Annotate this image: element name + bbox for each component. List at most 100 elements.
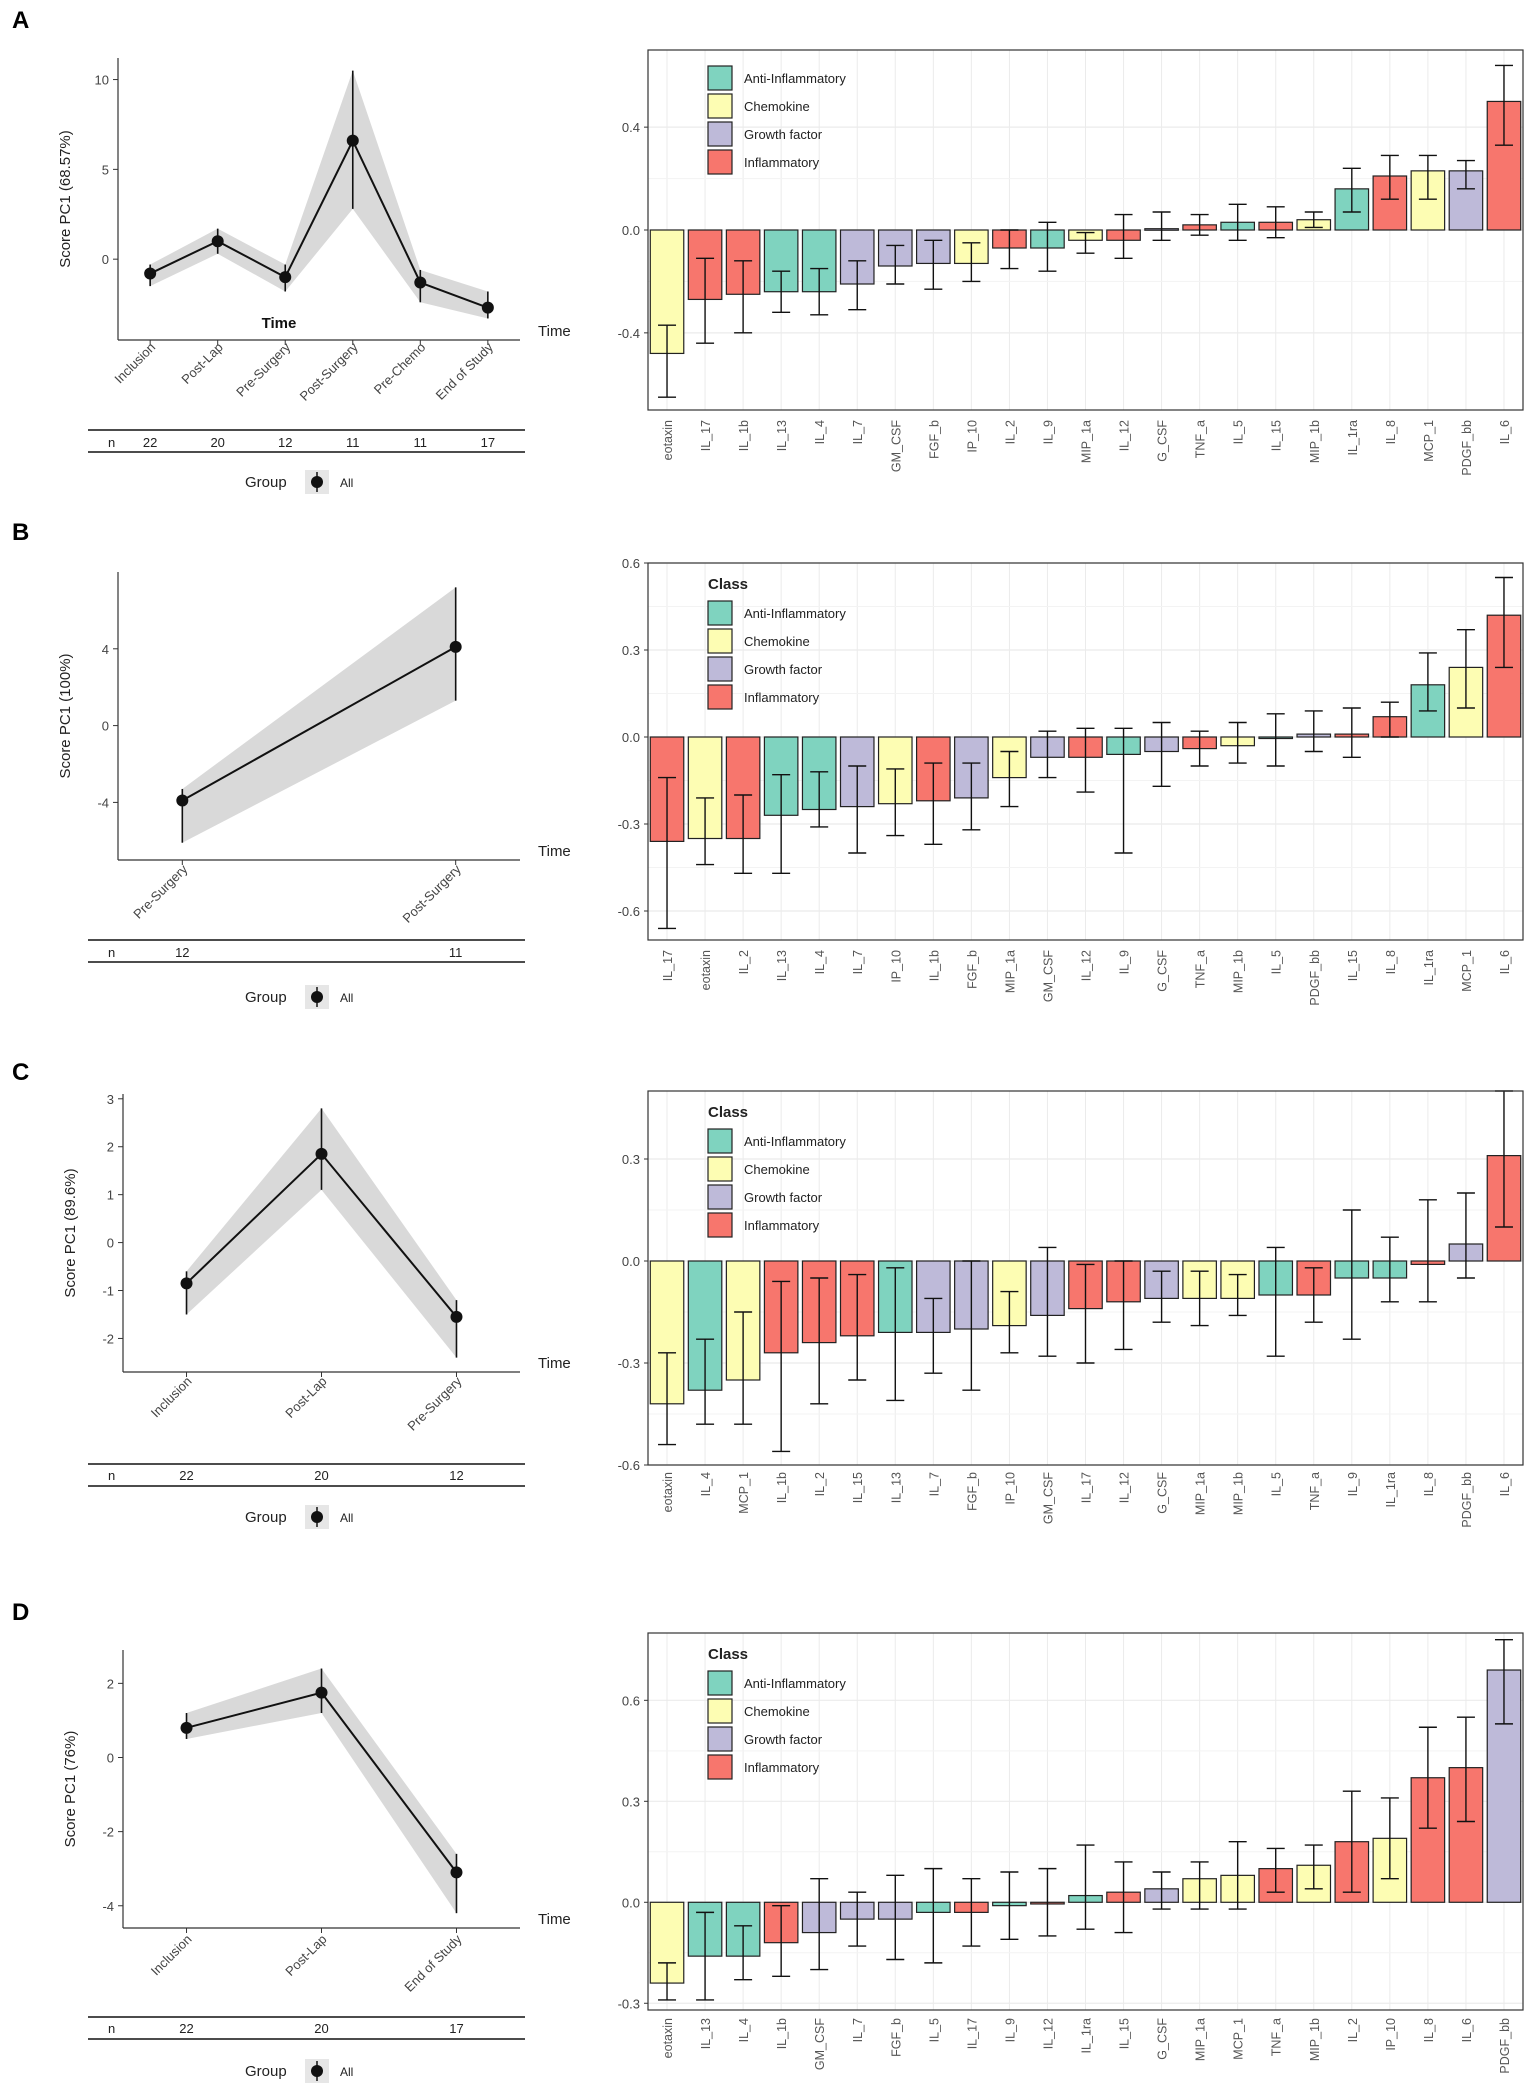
y-tick-label: -0.3 <box>618 1996 640 2011</box>
n-value: 11 <box>346 435 360 450</box>
legend-entry: Growth factor <box>744 127 823 142</box>
n-value: 12 <box>278 435 292 450</box>
x-tick-label: MCP_1 <box>1460 950 1474 992</box>
legend-swatch <box>707 628 733 654</box>
data-point <box>346 134 359 147</box>
group-legend-title: Group <box>245 474 287 491</box>
x-tick-label: Post-Lap <box>178 340 225 387</box>
x-tick-label: IL_5 <box>1270 950 1284 974</box>
group-legend-entry: All <box>340 991 353 1005</box>
x-tick-label: MIP_1a <box>1194 1472 1208 1515</box>
legend-swatch <box>707 1184 733 1210</box>
data-point <box>315 1686 328 1699</box>
data-point <box>180 1721 193 1734</box>
legend-title: Class <box>708 1646 748 1663</box>
y-tick-label: -1 <box>102 1284 114 1299</box>
panel-D: D -4 -2 0 2 Score PC1 (76%) Inclusion Post-Lap E… <box>12 1599 1524 2083</box>
line-chart: -4 -2 0 2 Score PC1 (76%) Inclusion Post-Lap En… <box>62 1650 571 2083</box>
x-tick-label: IL_15 <box>1118 2018 1132 2049</box>
bar-chart: -0.6 -0.3 0.0 0.3 eotaxin IL_4 MCP_1 IL_1b IL_2 I… <box>618 1090 1524 1528</box>
group-legend-entry: All <box>340 1511 353 1525</box>
x-tick-label: IP_10 <box>1003 1472 1017 1505</box>
legend-swatch <box>707 1670 733 1696</box>
bar-chart: -0.4 0.0 0.4 eotaxin IL_17 IL_1b IL_13 IL_4 IL_7… <box>618 49 1524 476</box>
data-point <box>144 267 157 280</box>
legend-swatch <box>707 1156 733 1182</box>
x-tick-label: eotaxin <box>699 950 713 990</box>
x-tick-label: FGF_b <box>965 950 979 989</box>
x-tick-label: MIP_1b <box>1308 2018 1322 2061</box>
legend-swatch <box>707 65 733 91</box>
x-tick-label: MCP_1 <box>737 1472 751 1514</box>
y-tick-label: -0.4 <box>618 326 640 341</box>
n-label: n <box>108 945 115 960</box>
data-point <box>315 1147 328 1160</box>
x-tick-label: IL_7 <box>851 950 865 974</box>
x-tick-label: IL_7 <box>927 1472 941 1496</box>
y-tick-label: -2 <box>102 1825 114 1840</box>
data-point <box>449 640 462 653</box>
group-legend-point <box>311 476 323 488</box>
y-tick-label: 0 <box>102 252 109 267</box>
series-line <box>149 138 489 309</box>
legend-entry: Growth factor <box>744 1732 823 1747</box>
y-tick-label: 0 <box>102 719 109 734</box>
x-tick-label: IL_17 <box>965 2018 979 2049</box>
legend-entry: Anti-Inflammatory <box>744 1134 846 1149</box>
x-tick-label: IL_6 <box>1498 950 1512 974</box>
legend-entry: Inflammatory <box>744 1760 820 1775</box>
x-tick-label: IL_2 <box>1346 2018 1360 2042</box>
y-tick-label: 0.3 <box>622 643 640 658</box>
x-tick-label: IL_7 <box>851 2018 865 2042</box>
x-tick-label: PDGF_bb <box>1308 950 1322 1006</box>
x-tick-label: PDGF_bb <box>1460 1472 1474 1528</box>
data-point <box>450 1866 463 1879</box>
x-tick-label: IL_15 <box>851 1472 865 1503</box>
y-tick-label: 0.3 <box>622 1152 640 1167</box>
x-tick-label: GM_CSF <box>889 420 903 472</box>
legend-entry: Chemokine <box>744 99 810 114</box>
x-tick-label: IL_1b <box>775 1472 789 1503</box>
y-tick-label: 1 <box>107 1188 114 1203</box>
x-tick-label: IL_8 <box>1422 2018 1436 2042</box>
x-tick-label: G_CSF <box>1156 420 1170 462</box>
legend-swatch <box>707 1754 733 1780</box>
y-tick-label: 0 <box>107 1750 114 1765</box>
legend-swatch <box>707 149 733 175</box>
x-tick-label: IL_2 <box>1003 420 1017 444</box>
legend-entry: Inflammatory <box>744 1218 820 1233</box>
legend-swatch <box>707 600 733 626</box>
x-tick-label: Post-Surgery <box>297 339 362 404</box>
y-axis-title: Score PC1 (89.6%) <box>62 1168 79 1297</box>
x-tick-label: FGF_b <box>927 420 941 459</box>
x-tick-label: MIP_1a <box>1080 420 1094 463</box>
data-point <box>450 1310 463 1323</box>
y-tick-label: -2 <box>102 1331 114 1346</box>
inner-time-label: Time <box>262 315 297 332</box>
plot-border <box>647 562 1524 941</box>
x-tick-label: G_CSF <box>1156 1472 1170 1514</box>
x-tick-label: IL_5 <box>1232 420 1246 444</box>
n-value: 11 <box>414 435 428 450</box>
y-tick-label: 0.0 <box>622 1254 640 1269</box>
x-tick-label: IP_10 <box>889 950 903 983</box>
legend-entry: Inflammatory <box>744 155 820 170</box>
legend-title: Class <box>708 1104 748 1121</box>
y-tick-label: 10 <box>95 73 109 88</box>
x-axis-title: Time <box>538 1355 571 1372</box>
n-value: 22 <box>179 1468 193 1483</box>
x-tick-label: IL_17 <box>699 420 713 451</box>
x-tick-label: End of Study <box>433 339 497 403</box>
legend-swatch <box>707 684 733 710</box>
x-tick-label: IL_13 <box>699 2018 713 2049</box>
legend-title: Class <box>708 576 748 593</box>
legend-entry: Growth factor <box>744 662 823 677</box>
x-tick-label: G_CSF <box>1156 950 1170 992</box>
y-tick-label: 0 <box>107 1236 114 1251</box>
x-tick-label: Pre-Chemo <box>371 340 429 398</box>
x-tick-label: IL_1b <box>775 2018 789 2049</box>
x-tick-label: IL_8 <box>1384 950 1398 974</box>
